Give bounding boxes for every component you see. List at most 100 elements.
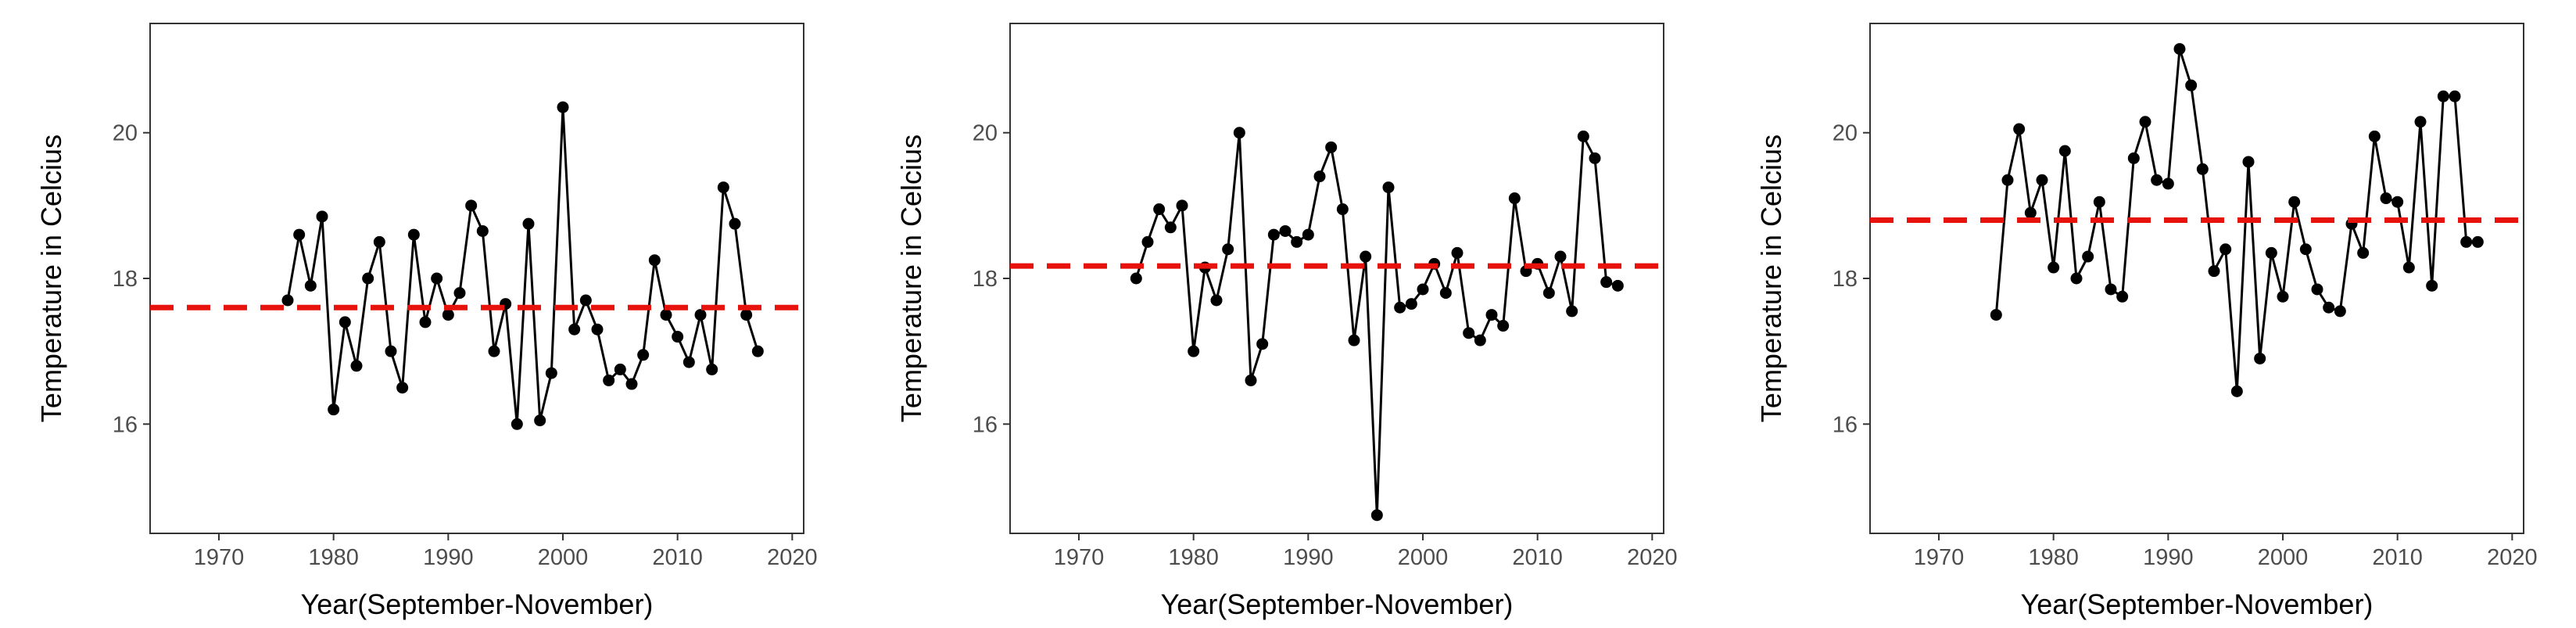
data-point xyxy=(2116,290,2129,303)
plot-border xyxy=(149,23,804,534)
data-point xyxy=(579,294,592,307)
data-point xyxy=(625,378,638,390)
x-axis-title: Year(September-November) xyxy=(1161,588,1514,620)
y-axis-title: Temperature in Celcius xyxy=(895,135,927,422)
y-tick-label: 20 xyxy=(113,121,138,146)
data-point xyxy=(614,363,626,375)
data-point xyxy=(2368,130,2381,142)
data-point xyxy=(591,323,604,336)
data-point xyxy=(2001,174,2014,186)
data-point xyxy=(1451,246,1464,259)
data-point xyxy=(431,272,443,285)
data-point xyxy=(2036,174,2048,186)
data-point xyxy=(373,235,385,248)
data-point xyxy=(2024,206,2037,219)
x-tick-label: 1990 xyxy=(2143,545,2194,570)
y-tick-label: 18 xyxy=(113,267,138,292)
data-point xyxy=(453,287,466,300)
x-tick-label: 1970 xyxy=(1914,545,1965,570)
data-point xyxy=(407,228,420,241)
data-point xyxy=(637,349,650,361)
data-point xyxy=(2242,156,2255,168)
data-point xyxy=(1130,272,1142,285)
data-point xyxy=(2471,235,2484,248)
data-point xyxy=(2380,192,2392,205)
data-point xyxy=(2230,385,2243,397)
data-point xyxy=(2254,352,2266,364)
data-point xyxy=(603,374,615,386)
y-tick-label: 16 xyxy=(973,412,998,437)
data-point xyxy=(2391,196,2404,208)
data-point xyxy=(1508,192,1521,205)
data-point xyxy=(396,382,409,394)
data-point xyxy=(1188,345,1200,357)
data-point xyxy=(751,345,764,357)
y-tick-label: 20 xyxy=(1833,121,1858,146)
x-tick-label: 2010 xyxy=(652,545,703,570)
data-point xyxy=(1417,283,1429,296)
x-tick-label: 2000 xyxy=(2258,545,2309,570)
data-point xyxy=(1542,287,1555,300)
x-tick-label: 1980 xyxy=(308,545,359,570)
data-point xyxy=(2196,163,2209,175)
data-point xyxy=(2311,283,2323,296)
data-point xyxy=(1554,250,1567,263)
data-point xyxy=(2208,265,2220,278)
data-point xyxy=(740,309,753,321)
data-point xyxy=(1439,287,1452,300)
x-tick-label: 2010 xyxy=(2372,545,2423,570)
data-point xyxy=(1233,127,1245,139)
x-tick-label: 2020 xyxy=(2487,545,2538,570)
data-point xyxy=(1153,203,1166,216)
data-point xyxy=(568,323,581,336)
data-point xyxy=(1210,294,1223,307)
plot-area xyxy=(150,101,804,430)
data-point xyxy=(362,272,374,285)
data-point xyxy=(385,345,397,357)
data-point xyxy=(1291,235,1303,248)
data-point xyxy=(1394,301,1406,314)
data-point xyxy=(1405,298,1417,310)
x-tick-label: 1980 xyxy=(1168,545,1219,570)
data-point xyxy=(2127,152,2140,164)
data-point xyxy=(2323,301,2335,314)
data-point xyxy=(511,418,523,430)
data-point xyxy=(1336,203,1349,216)
data-point xyxy=(1382,181,1395,194)
data-point xyxy=(1267,228,1280,241)
data-point xyxy=(281,294,294,307)
data-point xyxy=(1313,170,1326,183)
data-point xyxy=(2426,279,2438,292)
data-point xyxy=(729,217,741,230)
data-point xyxy=(1360,250,1372,263)
data-point xyxy=(660,309,672,321)
data-point xyxy=(2082,250,2094,263)
data-point xyxy=(2173,43,2186,56)
y-tick-label: 20 xyxy=(973,121,998,146)
data-point xyxy=(1348,334,1360,346)
chart-panel-3: 1970 1980 1990 2000 2010 2020 16 18 20 Year(Septe… xyxy=(1755,23,2538,620)
data-point xyxy=(2449,90,2461,102)
x-tick-label: 2000 xyxy=(1398,545,1449,570)
data-point xyxy=(1245,374,1257,386)
data-point xyxy=(2334,305,2346,318)
data-point xyxy=(1222,243,1234,256)
x-tick-label: 2020 xyxy=(767,545,818,570)
data-point xyxy=(316,210,328,223)
data-point xyxy=(1577,130,1589,142)
data-point xyxy=(2070,272,2083,285)
data-point xyxy=(2185,79,2198,92)
data-point xyxy=(672,331,684,343)
data-point xyxy=(522,217,535,230)
data-point xyxy=(1370,509,1383,522)
data-point xyxy=(304,279,317,292)
data-point xyxy=(694,309,707,321)
data-point xyxy=(1325,141,1338,153)
data-point xyxy=(717,181,729,194)
x-tick-label: 2000 xyxy=(538,545,589,570)
y-tick-label: 18 xyxy=(973,267,998,292)
data-point xyxy=(2105,283,2117,296)
data-point xyxy=(465,199,478,212)
x-tick-label: 1990 xyxy=(1283,545,1334,570)
